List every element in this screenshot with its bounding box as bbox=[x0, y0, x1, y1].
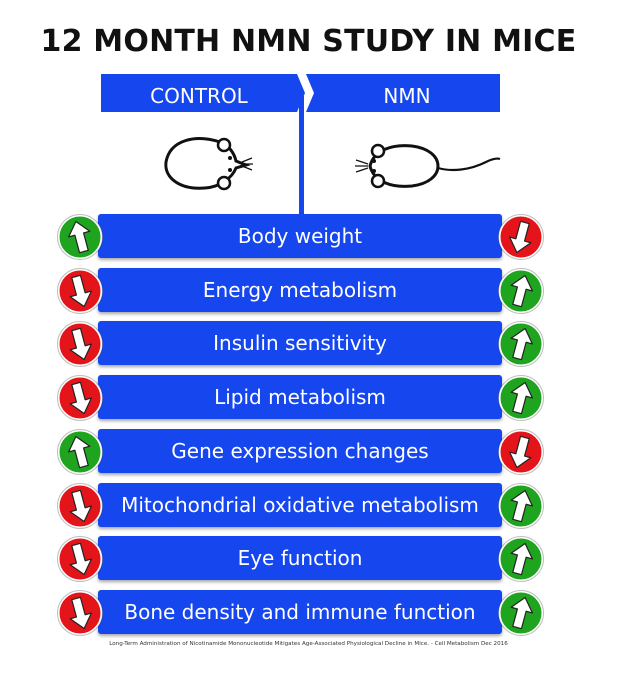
page-title: 12 MONTH NMN STUDY IN MICE bbox=[40, 24, 577, 59]
nmn-up-arrow-icon bbox=[498, 482, 544, 529]
row-label: Mitochondrial oxidative metabolism bbox=[98, 482, 502, 527]
row-label: Body weight bbox=[98, 214, 502, 258]
center-divider-line bbox=[299, 96, 304, 220]
nmn-up-arrow-icon bbox=[498, 375, 544, 422]
comparison-row: Energy metabolism bbox=[0, 267, 617, 314]
nmn-down-arrow-icon bbox=[498, 428, 544, 475]
control-banner bbox=[101, 74, 305, 112]
nmn-label: NMN bbox=[383, 84, 431, 108]
mouse-top-view-icon bbox=[164, 137, 253, 191]
nmn-up-arrow-icon bbox=[498, 321, 544, 368]
row-label: Lipid metabolism bbox=[98, 375, 502, 420]
control-down-arrow-icon bbox=[57, 589, 103, 636]
nmn-banner bbox=[306, 74, 500, 112]
control-up-arrow-icon bbox=[57, 214, 103, 260]
control-down-arrow-icon bbox=[57, 536, 103, 583]
row-label: Insulin sensitivity bbox=[98, 321, 502, 366]
control-down-arrow-icon bbox=[57, 321, 103, 368]
control-down-arrow-icon bbox=[57, 375, 103, 422]
comparison-row: Lipid metabolism bbox=[0, 375, 617, 422]
nmn-up-arrow-icon bbox=[498, 589, 544, 636]
row-label: Eye function bbox=[98, 536, 502, 581]
comparison-row: Gene expression changes bbox=[0, 428, 617, 475]
comparison-row: Insulin sensitivity bbox=[0, 321, 617, 368]
row-label: Energy metabolism bbox=[98, 267, 502, 312]
comparison-row: Bone density and immune function bbox=[0, 589, 617, 636]
nmn-down-arrow-icon bbox=[498, 214, 544, 260]
citation: Long-Term Administration of Nicotinamide… bbox=[109, 641, 508, 647]
control-label: CONTROL bbox=[150, 84, 248, 108]
nmn-up-arrow-icon bbox=[498, 267, 544, 314]
comparison-row: Mitochondrial oxidative metabolism bbox=[0, 482, 617, 529]
control-up-arrow-icon bbox=[57, 428, 103, 475]
comparison-row: Body weight bbox=[0, 214, 617, 260]
nmn-up-arrow-icon bbox=[498, 536, 544, 583]
row-label: Bone density and immune function bbox=[98, 589, 502, 634]
row-label: Gene expression changes bbox=[98, 428, 502, 473]
control-down-arrow-icon bbox=[57, 267, 103, 314]
mouse-with-tail-icon bbox=[355, 143, 501, 189]
comparison-row: Eye function bbox=[0, 536, 617, 583]
control-down-arrow-icon bbox=[57, 482, 103, 529]
